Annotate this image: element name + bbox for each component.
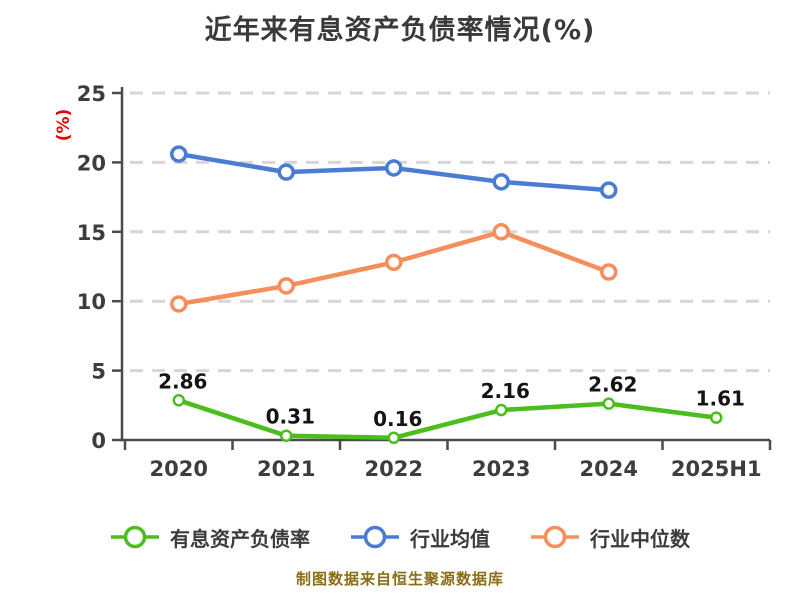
x-tick-label-2023: 2023 xyxy=(472,457,530,481)
legend-label: 行业均值 xyxy=(410,526,490,551)
x-tick-label-2024: 2024 xyxy=(580,457,638,481)
legend-item-2[interactable]: 行业中位数 xyxy=(530,523,690,552)
series-2-marker xyxy=(492,223,510,241)
chart-title: 近年来有息资产负债率情况(%) xyxy=(204,15,596,46)
data-label-2024: 2.62 xyxy=(588,373,637,397)
y-tick-label: 20 xyxy=(77,151,106,175)
series-1-marker xyxy=(600,181,618,199)
y-axis-label: (%) xyxy=(54,108,74,142)
series-2-marker xyxy=(277,277,295,295)
x-tick-label-2020: 2020 xyxy=(150,457,208,481)
x-tick-label-2022: 2022 xyxy=(365,457,423,481)
data-label-2025H1: 1.61 xyxy=(696,387,745,411)
series-0-marker xyxy=(602,397,615,410)
legend-label: 行业中位数 xyxy=(590,526,690,551)
legend-marker-icon xyxy=(351,525,399,549)
legend-item-0[interactable]: 有息资产负债率 xyxy=(110,523,310,552)
y-tick-label: 5 xyxy=(91,360,106,384)
series-2-marker xyxy=(170,295,188,313)
series-1-marker xyxy=(385,159,403,177)
legend-item-1[interactable]: 行业均值 xyxy=(350,523,490,552)
legend-marker-icon xyxy=(111,525,159,549)
series-0-marker xyxy=(495,403,508,417)
y-tick-label: 25 xyxy=(77,82,106,106)
legend-marker-icon xyxy=(531,525,579,549)
series-1-marker xyxy=(277,163,295,181)
x-tick-label-2025H1: 2025H1 xyxy=(671,457,762,481)
legend-label: 有息资产负债率 xyxy=(170,526,310,551)
data-label-2022: 0.16 xyxy=(373,407,422,431)
x-tick-label-2021: 2021 xyxy=(257,457,315,481)
data-source-note: 制图数据来自恒生聚源数据库 xyxy=(295,570,504,588)
series-0-marker xyxy=(280,429,293,442)
series-1-marker xyxy=(170,145,188,163)
data-label-2023: 2.16 xyxy=(481,379,530,403)
y-tick-label: 0 xyxy=(91,429,106,453)
data-label-2020: 2.86 xyxy=(158,369,207,393)
data-label-2021: 0.31 xyxy=(266,405,315,429)
y-tick-label: 15 xyxy=(77,221,106,245)
series-0-marker xyxy=(710,411,723,424)
legend: 有息资产负债率 行业均值 行业中位数 xyxy=(0,516,800,558)
y-tick-label: 10 xyxy=(77,290,106,314)
series-0-marker xyxy=(172,394,185,407)
series-line-0 xyxy=(176,398,719,441)
series-1-marker xyxy=(492,173,510,191)
series-2-marker xyxy=(385,253,403,272)
series-0-marker xyxy=(387,431,400,445)
series-2-marker xyxy=(600,263,618,281)
